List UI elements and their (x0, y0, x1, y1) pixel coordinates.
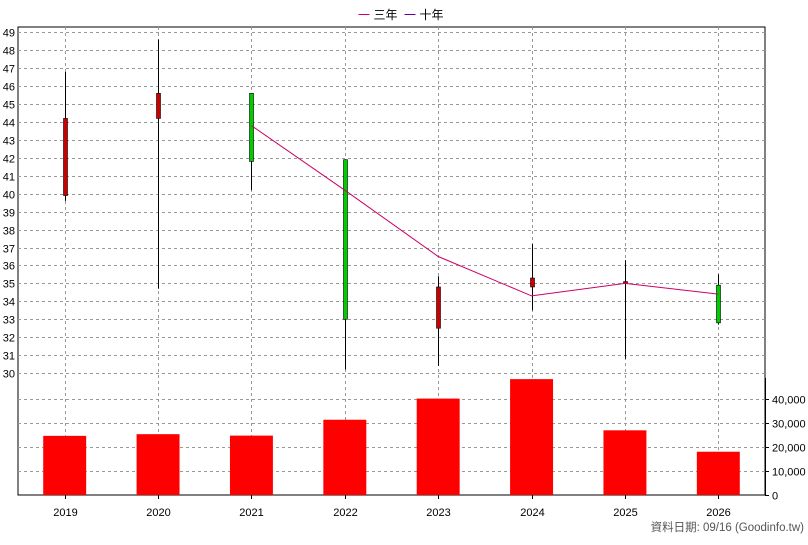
price-tick-label: 46 (3, 82, 15, 94)
price-tick-label: 38 (3, 226, 15, 238)
volume-bar (510, 379, 554, 495)
legend-label: 十年 (420, 8, 444, 22)
x-tick-label: 2022 (333, 507, 357, 519)
x-tick-label: 2023 (426, 507, 450, 519)
candle-body (63, 118, 68, 196)
volume-bar (416, 398, 460, 495)
x-tick-label: 2020 (146, 507, 170, 519)
price-tick-label: 31 (3, 351, 15, 363)
moving-average-line (251, 125, 719, 297)
volume-tick-label: 0 (772, 491, 778, 503)
price-tick-label: 44 (3, 118, 15, 130)
price-tick-label: 49 (3, 28, 15, 40)
price-tick-label: 42 (3, 154, 15, 166)
price-tick-label: 34 (3, 297, 15, 309)
legend-label: 三年 (374, 8, 398, 22)
volume-tick-label: 30,000 (772, 419, 806, 431)
price-tick-label: 32 (3, 333, 15, 345)
price-tick-label: 36 (3, 261, 15, 273)
volume-bar (229, 435, 273, 495)
candle-body (249, 93, 254, 162)
volume-tick-label: 20,000 (772, 443, 806, 455)
candle-body (436, 286, 441, 329)
volume-bar (136, 434, 180, 495)
source-note: 資料日期: 09/16 (Goodinfo.tw) (651, 520, 805, 534)
price-tick-label: 35 (3, 279, 15, 291)
x-tick-label: 2025 (613, 507, 637, 519)
price-tick-label: 43 (3, 136, 15, 148)
candle-body (716, 284, 721, 324)
price-tick-label: 47 (3, 64, 15, 76)
x-tick-label: 2026 (706, 507, 730, 519)
price-tick-label: 48 (3, 46, 15, 58)
price-tick-label: 30 (3, 369, 15, 381)
price-tick-label: 40 (3, 190, 15, 202)
volume-bar (696, 451, 740, 495)
volume-bar (323, 419, 367, 495)
plot-frame (17, 26, 766, 496)
legend: 三年 十年 (358, 8, 444, 22)
volume-bar (603, 430, 647, 495)
volume-bar (43, 435, 87, 495)
candle-body (343, 159, 348, 320)
candle-body (156, 93, 161, 119)
price-tick-label: 45 (3, 100, 15, 112)
volume-tick-label: 10,000 (772, 467, 806, 479)
candle-body (530, 277, 535, 288)
price-tick-label: 33 (3, 315, 15, 327)
price-tick-label: 39 (3, 208, 15, 220)
x-tick-label: 2019 (53, 507, 77, 519)
price-tick-label: 37 (3, 244, 15, 256)
x-tick-label: 2024 (520, 507, 544, 519)
volume-tick-label: 40,000 (772, 395, 806, 407)
volume-panel: 0 10,000 20,000 30,000 40,000 (18, 378, 806, 503)
price-panel: 30 31 32 33 34 35 36 37 38 39 40 41 42 43 44 45 46 47 48 49 (3, 26, 766, 496)
price-tick-label: 41 (3, 172, 15, 184)
x-axis: 2019 2020 2021 2022 2023 2024 2025 2026 (53, 495, 731, 519)
x-tick-label: 2021 (239, 507, 263, 519)
